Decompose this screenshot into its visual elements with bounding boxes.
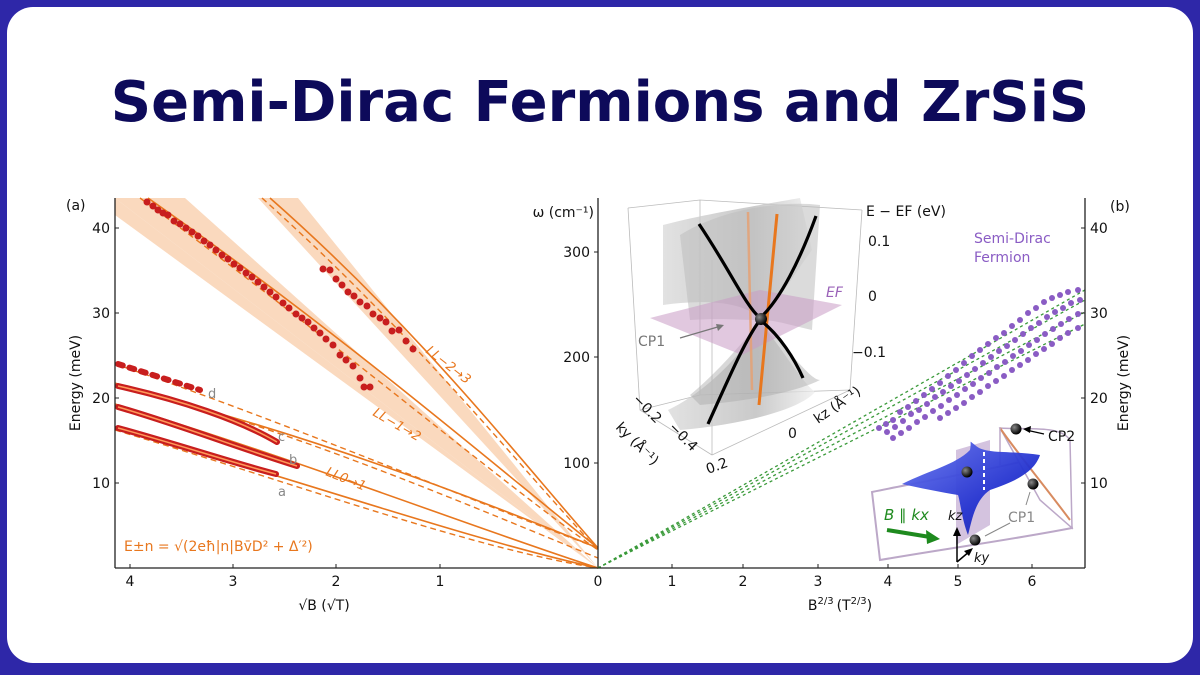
fermi-level-plane <box>650 290 842 355</box>
omega-tick: 300 <box>563 245 590 261</box>
ytick: 30 <box>92 306 110 322</box>
xtick: 2 <box>332 574 341 590</box>
cp1-label: CP1 <box>638 334 665 350</box>
panel-b-xlabel: B2/3 (T2/3) <box>808 596 872 614</box>
fermi-surface <box>902 441 1040 535</box>
kz-tick: 0 <box>788 426 797 442</box>
ytick: 30 <box>1090 306 1108 322</box>
series-label-a: a <box>278 485 286 500</box>
omega-tick: 100 <box>563 456 590 472</box>
semi-dirac-annotation-line2: Fermion <box>974 250 1030 266</box>
ztick: −0.1 <box>852 345 886 361</box>
panel-a-ylabel: Energy (meV) <box>68 335 84 431</box>
band-ll-2-3 <box>258 198 598 568</box>
xtick: 1 <box>668 574 677 590</box>
ky-axis-label: ky (Å⁻¹) <box>612 419 662 469</box>
omega-axis: ω (cm⁻¹) 300 200 100 <box>533 198 599 568</box>
panel-b-ylabel: Energy (meV) <box>1116 335 1132 431</box>
ytick: 40 <box>92 221 110 237</box>
ztick: 0 <box>868 289 877 305</box>
formula: E±n = √(2eħ|n|Bv̄D² + Δ′²) <box>124 539 313 555</box>
xtick: 3 <box>229 574 238 590</box>
xtick: 4 <box>884 574 893 590</box>
panel-b: Semi-Dirac Fermion CP2 CP1 B ∥ kx <box>597 198 1132 614</box>
omega-tick: 200 <box>563 350 590 366</box>
series-ll-2-3-points <box>319 265 417 353</box>
ef-label: EF <box>826 285 844 301</box>
ky-fs-label: ky <box>974 551 990 566</box>
series-label-c: c <box>278 430 285 445</box>
fit-lines-green <box>597 289 1086 569</box>
transition-label-ll0-1: LL0→1 <box>324 465 368 495</box>
cp1-fs-label: CP1 <box>1008 510 1035 526</box>
series-label-d: d <box>208 387 216 402</box>
series-ll-1-2-points <box>143 198 374 391</box>
semi-dirac-annotation-line1: Semi-Dirac <box>974 231 1051 247</box>
ytick: 20 <box>92 391 110 407</box>
ytick: 10 <box>92 476 110 492</box>
ytick: 40 <box>1090 221 1108 237</box>
panel-a-label: (a) <box>66 198 86 214</box>
xtick: 5 <box>954 574 963 590</box>
panel-a: d c b a LL−2→3 LL−1→2 LL0→1 E±n = √(2eħ|… <box>66 197 603 614</box>
cp2-label: CP2 <box>1048 429 1075 445</box>
fermi-surface-inset: CP2 CP1 B ∥ kx kz ky <box>870 423 1075 566</box>
omega-label: ω (cm⁻¹) <box>533 205 594 221</box>
ytick: 20 <box>1090 391 1108 407</box>
series-label-b: b <box>289 453 297 468</box>
ztick: 0.1 <box>868 234 890 250</box>
panel-b-label: (b) <box>1110 199 1130 215</box>
field-direction-label: B ∥ kx <box>884 506 929 524</box>
xtick: 4 <box>126 574 135 590</box>
kz-fs-label: kz <box>948 509 964 524</box>
xtick: 3 <box>814 574 823 590</box>
xtick: 0 <box>594 574 603 590</box>
energy-axis-label: E − EF (eV) <box>866 204 946 220</box>
ytick: 10 <box>1090 476 1108 492</box>
card <box>7 7 1193 663</box>
field-arrow-icon <box>926 530 940 544</box>
ky-tick: 0.2 <box>704 455 730 478</box>
semi-dirac-points <box>876 287 1083 441</box>
dirac-point <box>755 313 767 325</box>
xtick: 2 <box>739 574 748 590</box>
panel-a-xlabel: √B (√T) <box>298 598 349 614</box>
xtick: 6 <box>1028 574 1037 590</box>
band-structure-3d-inset: CP1 EF E − EF (eV) 0.1 0 −0.1 −0.2 −0.4 … <box>612 198 946 478</box>
page-title: Semi-Dirac Fermions and ZrSiS <box>110 70 1090 135</box>
xtick: 1 <box>436 574 445 590</box>
